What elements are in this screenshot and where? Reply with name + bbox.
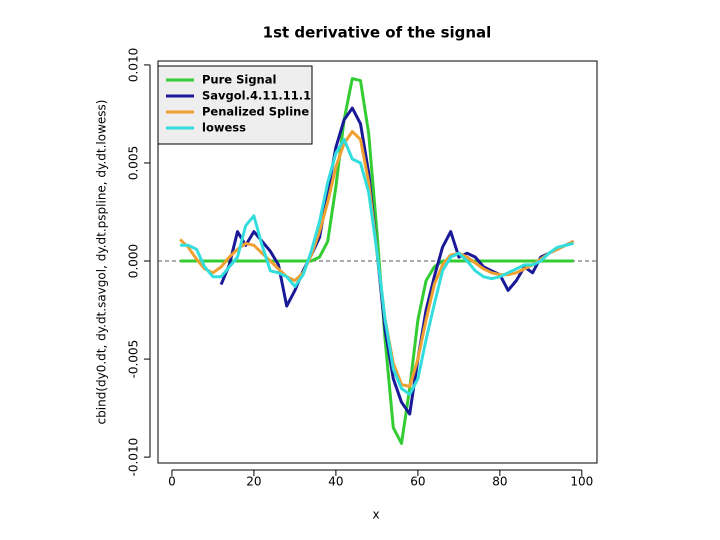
y-tick-label: -0.005 — [127, 340, 141, 379]
legend-label: Penalized Spline — [202, 105, 309, 119]
x-tick-label: 40 — [328, 475, 343, 489]
plot-frame — [157, 60, 598, 464]
legend-label: Savgol.4.11.11.1 — [202, 89, 311, 103]
x-tick-label: 60 — [410, 475, 425, 489]
y-tick-label: 0.000 — [127, 244, 141, 278]
x-tick-label: 100 — [570, 475, 593, 489]
series-line — [180, 77, 574, 445]
legend-label: lowess — [202, 121, 246, 135]
y-tick-label: 0.010 — [127, 48, 141, 82]
series-line — [180, 137, 574, 396]
y-axis-label: cbind(dy0.dt, dy.dt.savgol, dy.dt.psplin… — [95, 100, 109, 425]
x-tick-label: 20 — [246, 475, 261, 489]
y-tick-label: 0.005 — [127, 146, 141, 180]
legend-label: Pure Signal — [202, 73, 276, 87]
x-tick-label: 0 — [168, 475, 176, 489]
y-tick-label: -0.010 — [127, 438, 141, 477]
x-tick-label: 80 — [492, 475, 507, 489]
x-axis-label: x — [372, 508, 379, 522]
legend-box — [157, 65, 313, 145]
chart-title: 1st derivative of the signal — [263, 24, 492, 42]
